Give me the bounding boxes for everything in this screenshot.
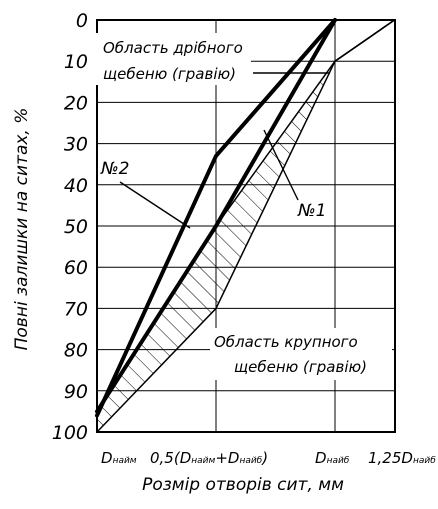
fine-area-line-1: Область дрібного [103,39,243,57]
series-2-leader [119,181,191,229]
coarse-area-line-1: Область крупного [214,333,358,351]
x-tick-label: 0,5(Dнайм+Dнайб) [150,449,268,467]
coarse-area-line-2: щебеню (гравію) [234,358,367,376]
y-tick-label: 20 [64,92,88,114]
y-tick-label: 30 [64,134,88,156]
y-tick-label: 0 [76,10,88,32]
fine-area-line-2: щебеню (гравію) [103,65,236,83]
plot-frame [96,19,396,433]
y-tick-label: 100 [52,422,88,444]
x-tick-label: Dнайб [315,449,350,467]
y-tick-labels: 0 10 20 30 40 50 60 70 80 90 100 [52,10,88,444]
fine-area-annotation: Область дрібного щебеню (гравію) [96,33,330,85]
series-line-1 [95,18,337,414]
y-tick-label: 80 [64,340,88,362]
x-tick-labels: Dнайм 0,5(Dнайм+Dнайб) Dнайб 1,25Dнайб [101,449,436,467]
y-tick-label: 10 [64,51,88,73]
y-axis-label: Повні залишки на ситах, % [12,108,32,351]
series-lines [95,18,337,418]
zone-lower-boundary [96,19,395,433]
series-label-1: №1 [263,129,327,221]
series-line-2 [95,18,337,418]
x-tick-label: Dнайм [101,449,137,467]
plot-border [96,19,396,433]
series-label-2: №2 [100,159,191,229]
grading-zone-fill [97,20,395,432]
series-2-label: №2 [100,159,130,179]
y-tick-label: 60 [64,257,88,279]
x-axis-label: Розмір отворів сит, мм [142,475,344,495]
y-tick-label: 90 [64,381,88,403]
coarse-area-annotation: Область крупного щебеню (гравію) [210,328,392,380]
y-tick-label: 40 [64,175,88,197]
y-tick-label: 50 [64,216,88,238]
x-tick-label: 1,25Dнайб [368,449,436,467]
series-1-leader [263,129,299,201]
series-1-label: №1 [297,201,327,221]
y-tick-label: 70 [64,298,88,320]
